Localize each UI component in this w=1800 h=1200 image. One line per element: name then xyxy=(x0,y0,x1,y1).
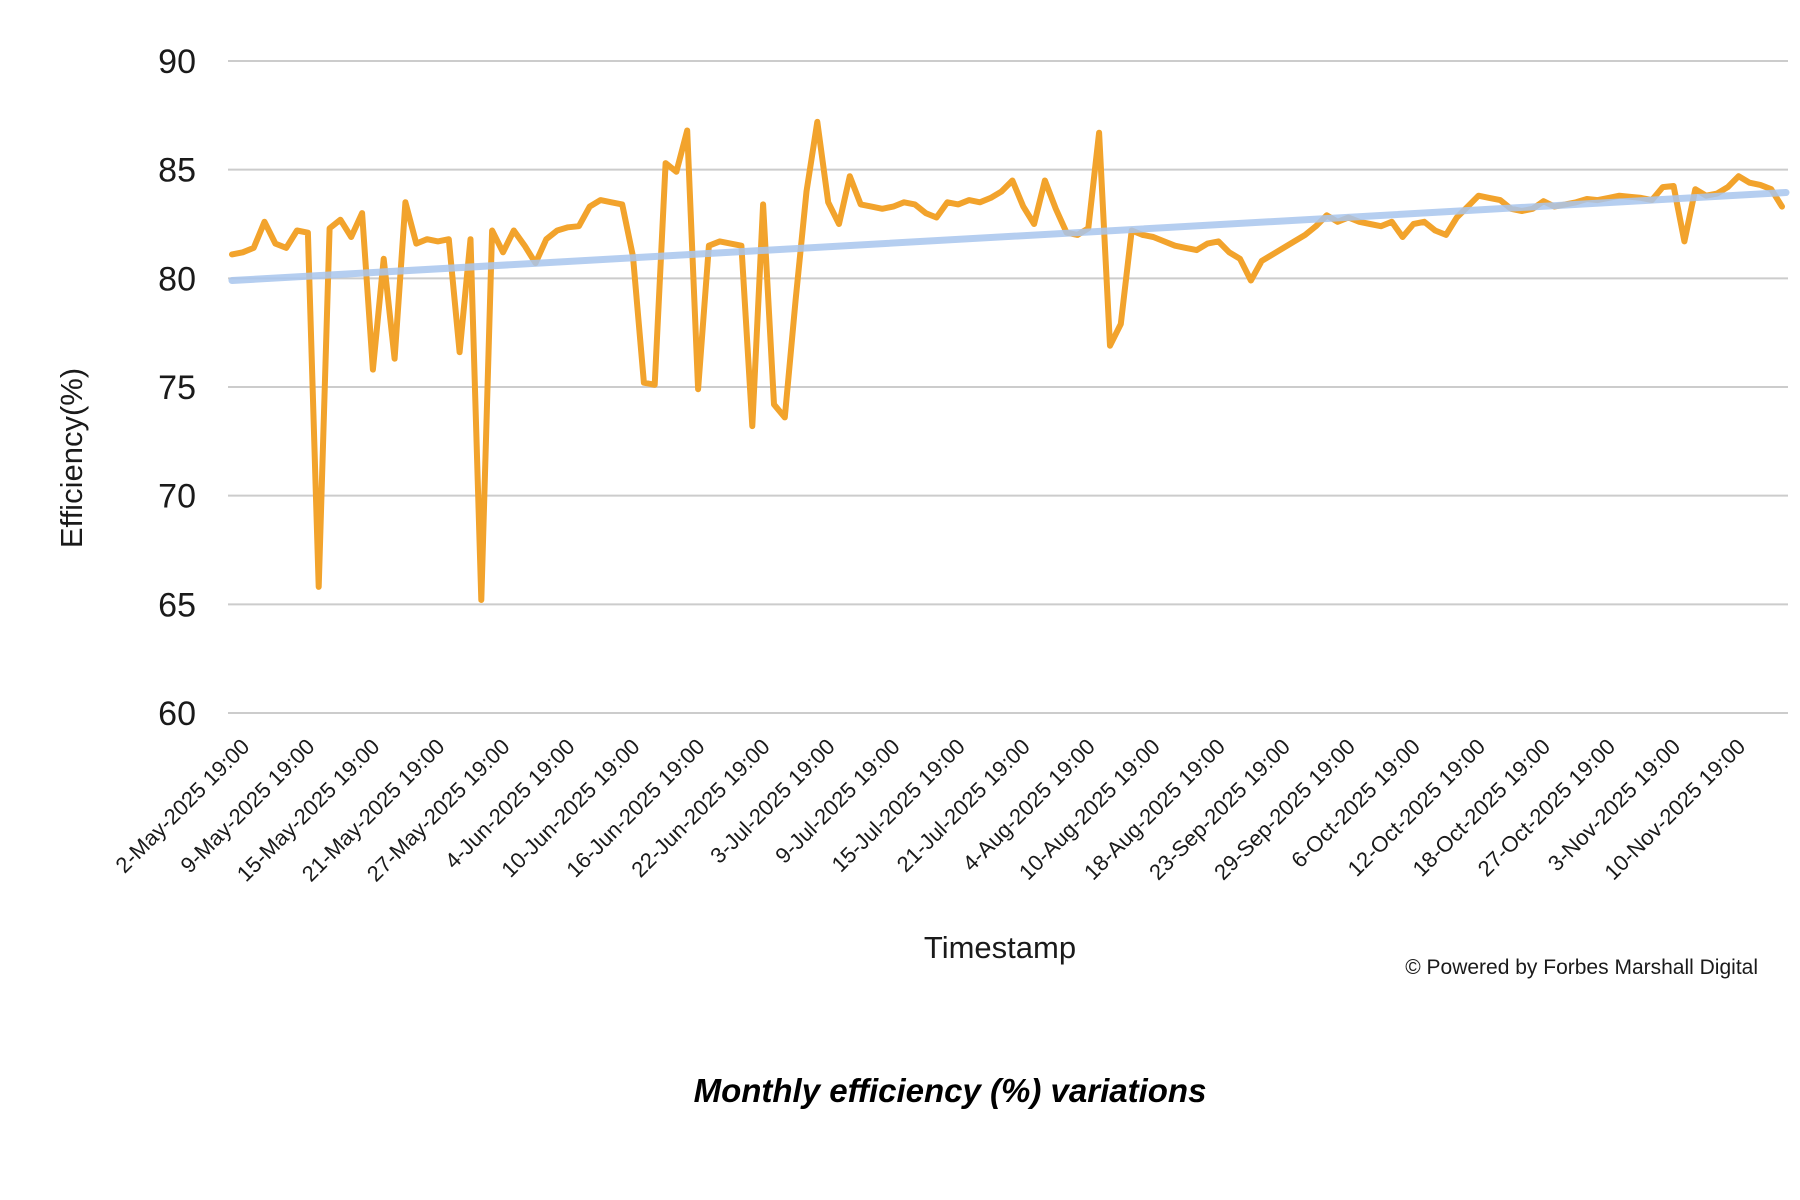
x-axis-title: Timestamp xyxy=(923,930,1077,965)
efficiency-series-line xyxy=(229,118,1785,603)
copyright-note: © Powered by Forbes Marshall Digital xyxy=(1405,956,1758,979)
y-axis-title: Efficiency(%) xyxy=(54,367,89,549)
y-tick-label: 60 xyxy=(158,695,196,733)
chart-caption: Monthly efficiency (%) variations xyxy=(693,1072,1207,1109)
trend-line xyxy=(228,188,1790,285)
y-tick-label: 85 xyxy=(158,152,196,190)
y-tick-label: 90 xyxy=(158,43,196,81)
y-tick-label: 80 xyxy=(158,260,196,298)
y-tick-label: 65 xyxy=(158,586,196,624)
y-tick-label: 70 xyxy=(158,478,196,516)
y-tick-label: 75 xyxy=(158,369,196,407)
